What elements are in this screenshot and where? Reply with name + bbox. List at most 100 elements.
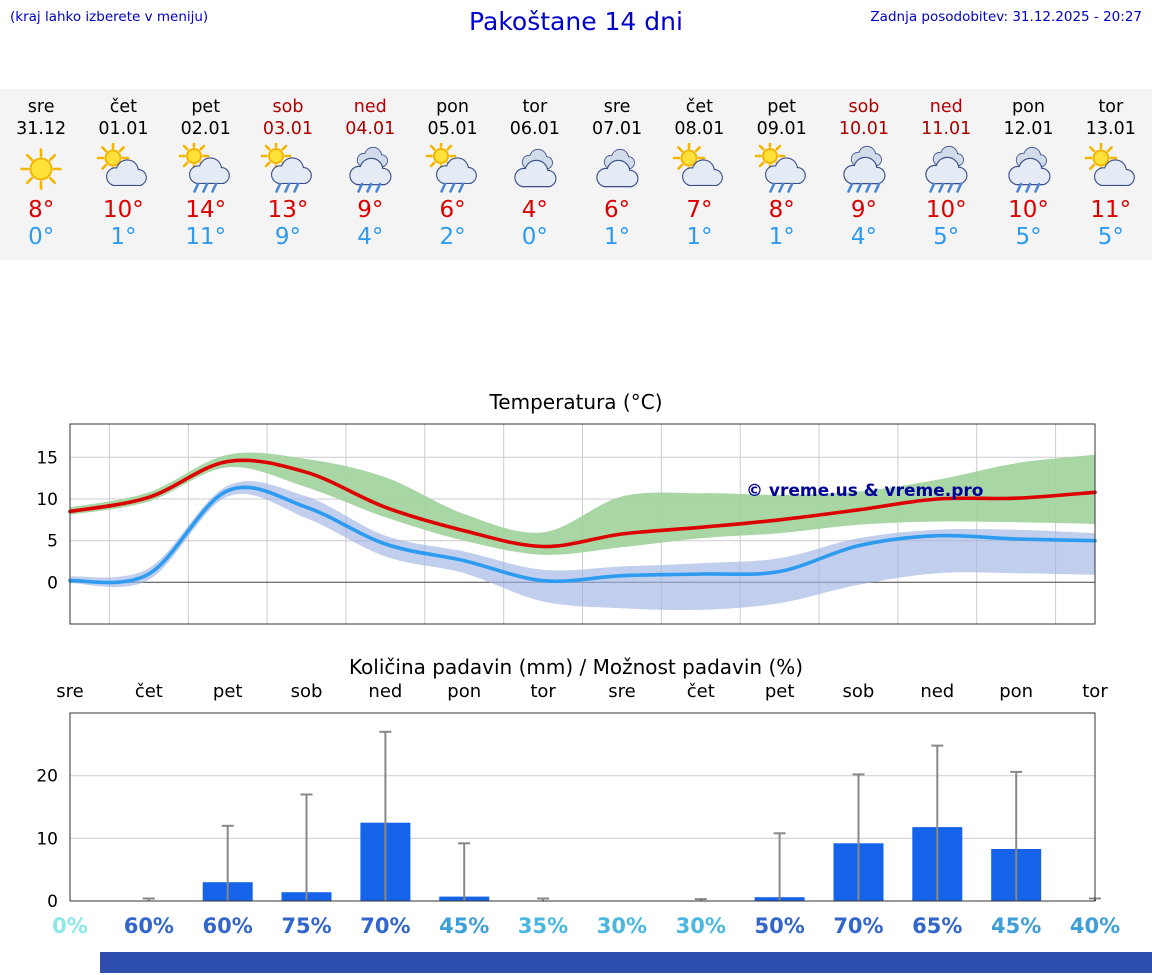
- weather-icon-sun-cloud-rain: [165, 142, 247, 195]
- day-date: 13.01: [1085, 118, 1136, 139]
- forecast-day-08.01[interactable]: čet 08.01 7° 1°: [658, 97, 740, 252]
- day-name: sre: [603, 97, 631, 117]
- precip-day-label: sre: [56, 680, 84, 702]
- day-name: sre: [27, 97, 55, 117]
- day-date: 07.01: [592, 118, 643, 139]
- temp-min: 11°: [185, 224, 227, 251]
- temp-max: 13°: [267, 196, 309, 223]
- precip-probability: 0%: [52, 913, 88, 938]
- location-hint: (kraj lahko izberete v meniju): [10, 9, 209, 25]
- temperature-chart: 0 5 10 15 © vreme.us & vreme.pro: [0, 418, 1152, 633]
- day-date: 06.01: [509, 118, 560, 139]
- svg-text:15: 15: [36, 448, 58, 468]
- forecast-day-11.01[interactable]: ned 11.01 10° 5°: [905, 97, 987, 252]
- forecast-day-04.01[interactable]: ned 04.01 9° 4°: [329, 97, 411, 252]
- weather-icon-cloud: [576, 143, 658, 195]
- temp-max: 9°: [357, 196, 384, 223]
- day-name: tor: [1098, 97, 1124, 117]
- temp-min: 5°: [1015, 224, 1042, 251]
- svg-text:0: 0: [47, 892, 58, 912]
- precip-day-label: čet: [134, 680, 163, 702]
- precip-probability: 50%: [754, 913, 805, 938]
- precip-day-label: pon: [447, 680, 482, 702]
- day-name: tor: [522, 97, 548, 117]
- temperature-chart-title: Temperatura (°C): [489, 389, 663, 414]
- day-date: 02.01: [180, 118, 231, 139]
- day-name: pet: [191, 97, 221, 117]
- precip-day-label: sob: [842, 680, 875, 702]
- watermark: © vreme.us & vreme.pro: [746, 481, 983, 501]
- precip-probability: 45%: [991, 913, 1042, 938]
- forecast-day-07.01[interactable]: sre 07.01 6° 1°: [576, 97, 658, 252]
- temp-max: 6°: [439, 196, 466, 223]
- temp-max: 10°: [1008, 196, 1049, 223]
- precip-probability: 40%: [1069, 913, 1121, 938]
- weather-icon-sun-cloud-rain: [411, 142, 493, 195]
- precip-day-label: pet: [212, 680, 243, 702]
- temp-max: 7°: [686, 196, 713, 223]
- temp-min: 5°: [1097, 224, 1124, 251]
- weather-icon-cloud-heavy-rain: [823, 143, 905, 195]
- svg-text:10: 10: [36, 490, 58, 510]
- temp-min: 5°: [933, 224, 960, 251]
- temp-max: 8°: [768, 196, 795, 223]
- precip-day-label: ned: [920, 680, 955, 702]
- day-date: 09.01: [756, 118, 807, 139]
- temp-max: 6°: [604, 196, 631, 223]
- day-date: 04.01: [345, 118, 396, 139]
- forecast-day-13.01[interactable]: tor 13.01 11° 5°: [1070, 97, 1152, 252]
- day-name: ned: [353, 97, 387, 117]
- weather-icon-sun-cloud-rain: [741, 142, 823, 195]
- last-update: Zadnja posodobitev: 31.12.2025 - 20:27: [870, 9, 1142, 25]
- day-date: 01.01: [98, 118, 149, 139]
- weather-icon-sun-cloud: [1070, 142, 1152, 195]
- temp-min: 1°: [604, 224, 631, 251]
- precip-probability: 65%: [912, 913, 963, 938]
- precip-day-label: sob: [290, 680, 323, 702]
- precip-day-label: sre: [608, 680, 636, 702]
- precip-day-label: tor: [1082, 680, 1108, 702]
- day-name: pon: [1012, 97, 1045, 117]
- day-name: sob: [848, 97, 880, 117]
- weather-icon-sun-cloud: [658, 142, 740, 195]
- day-date: 05.01: [427, 118, 478, 139]
- forecast-day-31.12[interactable]: sre 31.12 8° 0°: [0, 97, 82, 252]
- weather-icon-cloud-rain: [987, 143, 1069, 195]
- precip-day-axis: sre čet pet sob ned pon tor sre čet pet sob ned pon t…: [0, 681, 1152, 707]
- precip-probability: 30%: [596, 913, 648, 938]
- day-name: čet: [685, 97, 714, 117]
- weather-icon-cloud-heavy-rain: [905, 143, 987, 195]
- forecast-day-01.01[interactable]: čet 01.01 10° 1°: [82, 97, 164, 252]
- precip-probability: 30%: [675, 913, 726, 938]
- forecast-day-10.01[interactable]: sob 10.01 9° 4°: [823, 97, 905, 252]
- temp-min: 4°: [850, 224, 878, 251]
- temp-min: 4°: [357, 224, 384, 251]
- day-name: pet: [767, 97, 797, 117]
- forecast-day-02.01[interactable]: pet 02.01 14° 11°: [165, 97, 247, 252]
- temp-min: 0°: [521, 224, 548, 251]
- temp-min: 1°: [768, 224, 795, 251]
- precip-probability: 60%: [202, 913, 253, 938]
- precip-day-label: ned: [368, 680, 403, 702]
- page-header: (kraj lahko izberete v meniju) Pakoštane…: [0, 0, 1152, 41]
- forecast-strip: sre 31.12 8° 0° čet 01.01 10° 1° pet 02.01 14° 11° s…: [0, 89, 1152, 260]
- forecast-day-05.01[interactable]: pon 05.01 6° 2°: [411, 97, 493, 252]
- precip-probability: 35%: [517, 913, 569, 938]
- forecast-day-09.01[interactable]: pet 09.01 8° 1°: [741, 97, 823, 252]
- forecast-day-06.01[interactable]: tor 06.01 4° 0°: [494, 97, 576, 252]
- day-date: 11.01: [921, 118, 972, 139]
- svg-text:10: 10: [36, 829, 58, 849]
- weather-icon-cloud: [494, 143, 576, 195]
- weather-icon-sun: [0, 143, 82, 195]
- forecast-day-12.01[interactable]: pon 12.01 10° 5°: [987, 97, 1069, 252]
- weather-icon-sun-cloud-rain: [247, 142, 329, 195]
- precipitation-chart: 0 10 20: [0, 707, 1152, 912]
- precip-probability-row: 0% 60% 60% 75% 70% 45% 35% 30% 30% 50% 70% 65% 45% 40…: [0, 912, 1152, 944]
- weather-icon-sun-cloud: [82, 142, 164, 195]
- day-name: sob: [272, 97, 304, 117]
- temp-min: 1°: [686, 224, 713, 251]
- forecast-day-03.01[interactable]: sob 03.01 13° 9°: [247, 97, 329, 252]
- weather-icon-cloud-rain: [329, 143, 411, 195]
- precip-day-label: čet: [686, 680, 715, 702]
- precip-probability: 60%: [123, 913, 174, 938]
